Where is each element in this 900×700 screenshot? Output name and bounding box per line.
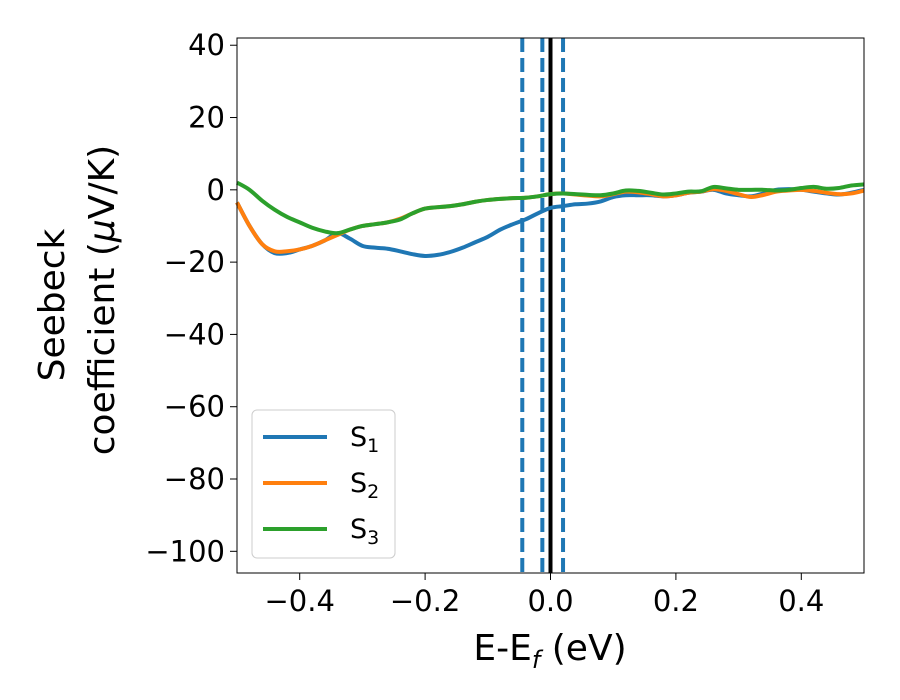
legend-label-s2: S2 bbox=[350, 468, 379, 503]
y-tick-label: −80 bbox=[164, 462, 225, 496]
x-axis-ticks: −0.4 −0.2 0.0 0.2 0.4 bbox=[264, 573, 824, 618]
data-series bbox=[235, 180, 865, 258]
y-tick-label: −100 bbox=[145, 534, 225, 568]
y-axis-label-line2: coefficient (μV/K) bbox=[82, 145, 123, 455]
y-tick-label: 40 bbox=[188, 28, 225, 62]
y-tick-label: −60 bbox=[164, 390, 225, 424]
legend-items: S1 S2 S3 bbox=[263, 422, 379, 549]
y-tick-label: 20 bbox=[188, 101, 225, 135]
x-tick-label: 0.2 bbox=[653, 584, 699, 618]
y-tick-label: −40 bbox=[164, 317, 225, 351]
y-axis-label-line1: Seebeck bbox=[32, 228, 73, 381]
reference-lines bbox=[520, 38, 566, 573]
series-line-s3 bbox=[235, 180, 865, 236]
y-axis-ticks: 40 20 0 −20 −40 −60 −80 −100 bbox=[145, 28, 237, 568]
legend-label-s1: S1 bbox=[350, 422, 379, 457]
y-tick-label: 0 bbox=[207, 173, 225, 207]
x-tick-label: −0.2 bbox=[390, 584, 460, 618]
x-tick-label: −0.4 bbox=[264, 584, 334, 618]
y-tick-label: −20 bbox=[164, 245, 225, 279]
legend-label-s3: S3 bbox=[350, 514, 379, 549]
x-tick-label: 0.4 bbox=[778, 584, 824, 618]
legend: S1 S2 S3 bbox=[251, 409, 396, 559]
x-tick-label: 0.0 bbox=[527, 584, 573, 618]
x-axis-label: E-Ef (eV) bbox=[473, 628, 626, 674]
